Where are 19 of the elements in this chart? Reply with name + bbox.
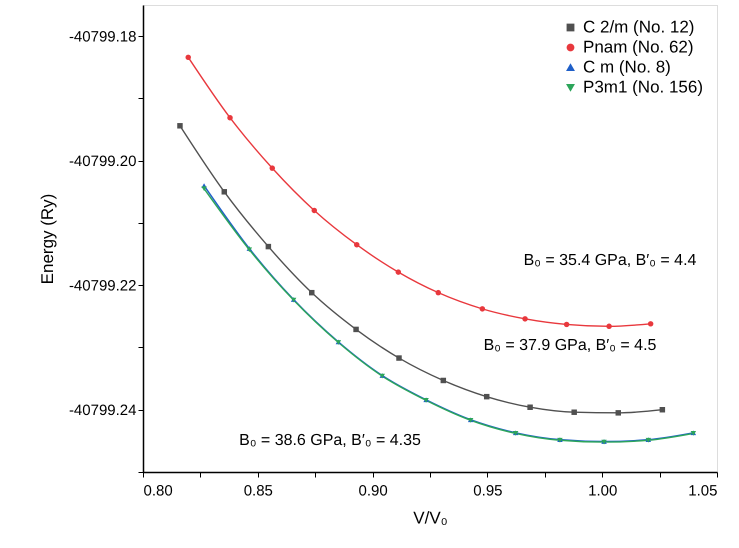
legend-label: C 2/m (No. 12) (583, 18, 694, 36)
x-tick-label: 0.80 (144, 482, 173, 500)
annotation: B₀ = 35.4 GPa, B′₀ = 4.4 (524, 252, 697, 269)
x-axis-title: V/V₀ (413, 508, 448, 528)
annotation: B₀ = 37.9 GPa, B′₀ = 4.5 (484, 337, 657, 354)
y-axis-title: Energy (Ry) (38, 194, 57, 284)
x-tick-label: 0.85 (244, 482, 273, 500)
x-tick-label: 0.90 (358, 482, 388, 500)
legend-label: C m (No. 8) (583, 58, 671, 76)
legend-label: Pnam (No. 62) (583, 38, 694, 56)
y-tick-label: -40799.20 (68, 153, 136, 170)
y-tick-label: -40799.22 (68, 278, 136, 295)
y-tick-label: -40799.24 (68, 402, 136, 420)
x-tick-label: 1.05 (688, 482, 718, 500)
x-tick-label: 1.00 (588, 482, 618, 500)
y-tick-label: -40799.18 (68, 28, 136, 46)
annotation: B₀ = 38.6 GPa, B′₀ = 4.35 (239, 432, 421, 449)
x-tick-label: 0.95 (473, 482, 502, 500)
legend-label: P3m1 (No. 156) (583, 78, 703, 96)
